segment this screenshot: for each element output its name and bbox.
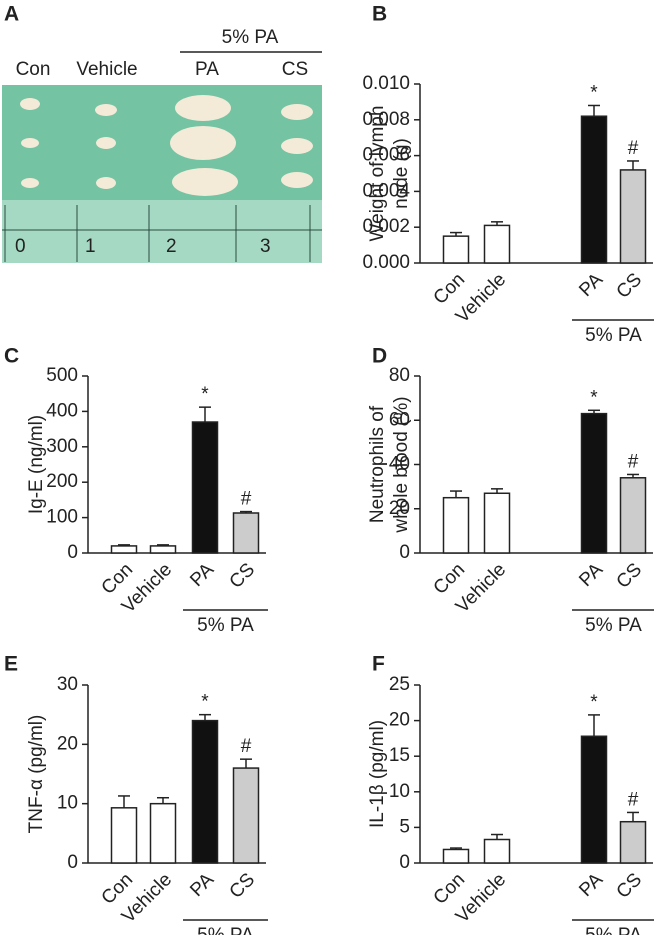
y-tick-label: 0.010 — [362, 73, 410, 94]
y-tick-label: 0 — [67, 852, 78, 873]
y-tick-label: 200 — [46, 471, 78, 492]
bar — [442, 235, 470, 264]
x-tick-label: PA — [186, 869, 218, 901]
y-tick-label: 25 — [389, 674, 410, 695]
y-axis-label: IL-1β (pg/ml) — [367, 720, 388, 828]
y-tick-label: 80 — [389, 365, 410, 386]
bar — [232, 512, 260, 554]
x-tick-label: PA — [186, 559, 218, 591]
y-tick-label: 0 — [399, 852, 410, 873]
y-tick-label: 15 — [389, 745, 410, 766]
panel-label: B — [372, 3, 387, 26]
significance-mark: # — [628, 789, 639, 810]
y-tick-label: 0.000 — [362, 252, 410, 273]
x-tick-label: PA — [575, 269, 607, 301]
y-tick-label: 5 — [399, 816, 410, 837]
significance-mark: * — [590, 387, 598, 408]
bar — [483, 224, 511, 264]
x-tick-label: CS — [226, 559, 260, 593]
y-axis-label: Ig-E (ng/ml) — [26, 415, 47, 514]
bar — [483, 838, 511, 864]
panel-label: A — [4, 3, 19, 26]
significance-mark: # — [628, 138, 639, 159]
panel-label: F — [372, 653, 385, 676]
y-axis-label: whole blood (%) — [391, 396, 412, 533]
bar — [483, 492, 511, 554]
photo: 0 1 2 3 — [2, 85, 322, 263]
x-tick-label: CS — [613, 269, 647, 303]
y-tick-label: 0.002 — [362, 216, 410, 237]
group-label: 5% PA — [585, 325, 642, 346]
y-tick-label: 0.006 — [362, 145, 410, 166]
significance-mark: * — [590, 82, 598, 103]
bar — [442, 848, 470, 864]
bar — [149, 545, 177, 554]
panel-label: E — [4, 653, 18, 676]
y-tick-label: 10 — [389, 781, 410, 802]
y-tick-label: 0.004 — [362, 180, 410, 201]
y-tick-label: 20 — [389, 710, 410, 731]
lane-label: PA — [195, 59, 219, 80]
bar — [619, 169, 647, 264]
y-tick-label: 20 — [389, 498, 410, 519]
lane-label: Vehicle — [76, 59, 137, 80]
bar — [191, 421, 219, 554]
significance-mark: # — [628, 451, 639, 472]
y-tick-label: 0 — [67, 542, 78, 563]
bar — [580, 115, 608, 264]
ruler-label: 0 — [15, 236, 26, 257]
bar — [580, 412, 608, 554]
ruler-label: 3 — [260, 236, 271, 257]
significance-mark: * — [201, 692, 209, 713]
ruler-label: 1 — [85, 236, 96, 257]
bar — [619, 477, 647, 554]
bar — [619, 820, 647, 864]
significance-mark: # — [241, 736, 252, 757]
y-tick-label: 30 — [57, 674, 78, 695]
group-label: 5% PA — [197, 615, 254, 636]
y-tick-label: 0 — [399, 542, 410, 563]
y-tick-label: 100 — [46, 507, 78, 528]
panel-label: D — [372, 345, 387, 368]
bar — [149, 802, 177, 864]
y-axis-label: Weight of lymph — [367, 106, 388, 242]
bar — [191, 719, 219, 864]
y-tick-label: 20 — [57, 733, 78, 754]
x-tick-label: PA — [575, 559, 607, 591]
y-tick-label: 0.008 — [362, 109, 410, 130]
y-axis-label: Neutrophils of — [367, 405, 388, 523]
bar — [110, 545, 138, 554]
panel-label: C — [4, 345, 19, 368]
x-tick-label: CS — [613, 869, 647, 903]
y-tick-label: 300 — [46, 436, 78, 457]
y-tick-label: 10 — [57, 793, 78, 814]
bar — [580, 735, 608, 864]
x-tick-label: CS — [226, 869, 260, 903]
x-tick-label: CS — [613, 559, 647, 593]
y-tick-label: 40 — [389, 454, 410, 475]
y-tick-label: 60 — [389, 409, 410, 430]
bar — [232, 767, 260, 864]
significance-mark: * — [201, 384, 209, 405]
ruler-label: 2 — [166, 236, 177, 257]
x-tick-label: PA — [575, 869, 607, 901]
group-label: 5% PA — [197, 925, 254, 935]
significance-mark: * — [590, 692, 598, 713]
bar — [110, 807, 138, 864]
y-axis-label: TNF-α (pg/ml) — [26, 715, 47, 834]
bar — [442, 496, 470, 554]
y-tick-label: 500 — [46, 365, 78, 386]
group-label: 5% PA — [222, 27, 279, 48]
group-label: 5% PA — [585, 615, 642, 636]
lane-label: CS — [282, 59, 308, 80]
lane-label: Con — [16, 59, 51, 80]
group-label: 5% PA — [585, 925, 642, 935]
y-tick-label: 400 — [46, 400, 78, 421]
y-axis-label: node (g) — [391, 138, 412, 209]
significance-mark: # — [241, 489, 252, 510]
